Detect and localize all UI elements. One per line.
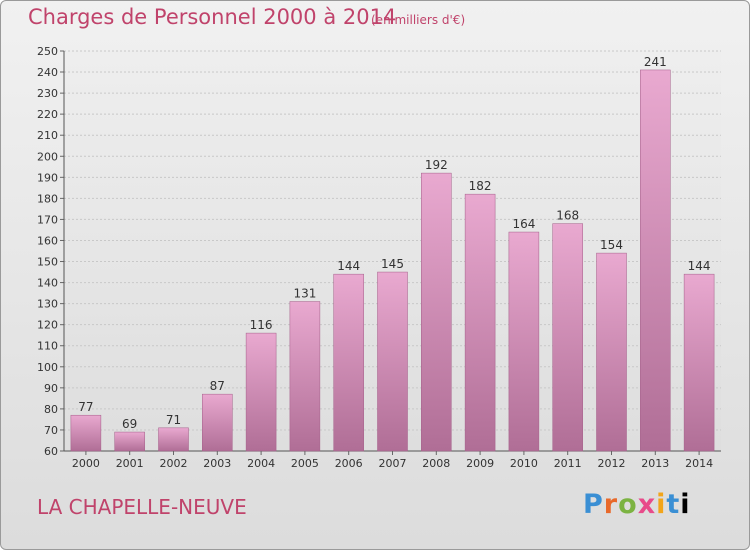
y-tick-label: 230 [37,87,58,100]
bar-value-label: 154 [600,238,623,252]
chart-title: Charges de Personnel 2000 à 2014 [28,5,397,29]
bar-value-label: 164 [512,217,535,231]
bar-value-label: 168 [556,209,579,223]
bar [70,414,102,452]
bar [333,273,364,452]
bar [377,271,408,452]
x-tick-label: 2010 [510,457,538,470]
bar [596,252,627,452]
proxiti-logo[interactable]: Proxiti [583,489,691,520]
bar [289,301,321,452]
x-tick-label: 2011 [554,457,582,470]
bar-value-label: 69 [122,417,137,431]
x-tick-label: 2002 [160,457,188,470]
y-tick-label: 100 [37,361,58,374]
bar-value-label: 77 [78,400,93,414]
y-tick-label: 210 [37,129,58,142]
y-tick-label: 140 [37,277,58,290]
y-tick-label: 80 [44,403,58,416]
bar-value-label: 87 [210,379,225,393]
bar-value-label: 145 [381,257,404,271]
x-tick-label: 2001 [116,457,144,470]
bar-value-label: 144 [337,259,360,273]
y-tick-label: 200 [37,150,58,163]
y-tick-label: 70 [44,424,58,437]
x-tick-label: 2012 [598,457,626,470]
x-tick-label: 2007 [379,457,407,470]
bar-value-label: 144 [688,259,711,273]
x-tick-label: 2000 [72,457,100,470]
bar-value-label: 71 [166,413,181,427]
y-tick-label: 160 [37,234,58,247]
y-tick-label: 130 [37,298,58,311]
bar [202,393,233,452]
bar [114,431,145,452]
y-tick-label: 170 [37,213,58,226]
y-tick-label: 190 [37,171,58,184]
y-tick-label: 240 [37,66,58,79]
y-tick-label: 180 [37,192,58,205]
y-tick-label: 90 [44,382,58,395]
bar [464,193,496,452]
bar [245,332,277,452]
bar [552,223,583,452]
x-tick-label: 2009 [466,457,494,470]
bar-value-label: 131 [293,287,316,301]
chart-subtitle: (en milliers d'€) [371,13,466,27]
y-tick-label: 60 [44,445,58,458]
x-tick-label: 2014 [685,457,713,470]
bar [158,427,189,452]
bar-value-label: 116 [250,318,273,332]
x-tick-label: 2004 [247,457,275,470]
y-tick-label: 220 [37,108,58,121]
y-tick-label: 250 [37,45,58,58]
y-tick-label: 150 [37,256,58,269]
bar [421,172,452,452]
commune-name: LA CHAPELLE-NEUVE [37,495,247,519]
x-tick-label: 2005 [291,457,319,470]
bar-value-label: 182 [469,179,492,193]
bar [508,231,540,452]
x-tick-label: 2006 [335,457,363,470]
x-tick-label: 2003 [203,457,231,470]
bar [640,69,671,452]
y-tick-label: 120 [37,319,58,332]
y-tick-label: 110 [37,340,58,353]
bar-value-label: 192 [425,158,448,172]
bar-value-label: 241 [644,55,667,69]
bar [683,273,715,452]
x-tick-label: 2008 [422,457,450,470]
x-tick-label: 2013 [641,457,669,470]
